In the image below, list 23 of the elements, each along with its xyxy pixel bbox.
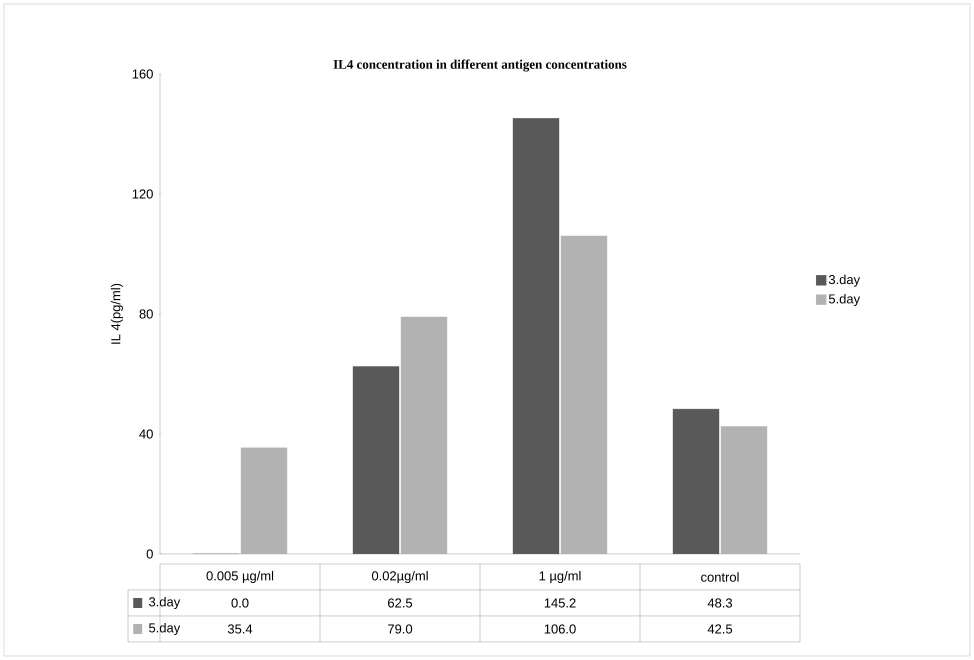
y-tick-label: 120 (132, 189, 153, 199)
text: 5.day (149, 622, 180, 636)
data-label: 79.0 (388, 624, 412, 634)
data-label: 48.3 (708, 598, 732, 608)
y-tick-label: 40 (139, 429, 153, 439)
y-tick-label: 0 (146, 549, 153, 559)
data-label: 42.5 (708, 624, 732, 634)
y-tick-label: 160 (132, 69, 153, 79)
data-label: 145.2 (544, 598, 576, 608)
x-tick-label: 1 µg/ml (540, 570, 580, 584)
chart-title: IL4 concentration in different antigen concentrations (334, 60, 627, 72)
legend-label: 5.day (828, 294, 860, 306)
data-label: 106.0 (544, 624, 576, 634)
x-tick-label: 0.02µg/ml (372, 570, 428, 584)
data-label: 0.0 (232, 598, 249, 608)
text: 3.day (149, 596, 180, 610)
y-axis-title: IL 4(pg/ml) (110, 284, 123, 344)
x-tick-label: 0.005 µg/ml (206, 570, 274, 584)
y-tick-label: 80 (140, 309, 153, 319)
x-tick-label: control (701, 572, 739, 582)
data-label: 62.5 (388, 598, 412, 608)
data-label: 35.4 (228, 624, 252, 634)
legend-label: 3.day (828, 274, 860, 287)
